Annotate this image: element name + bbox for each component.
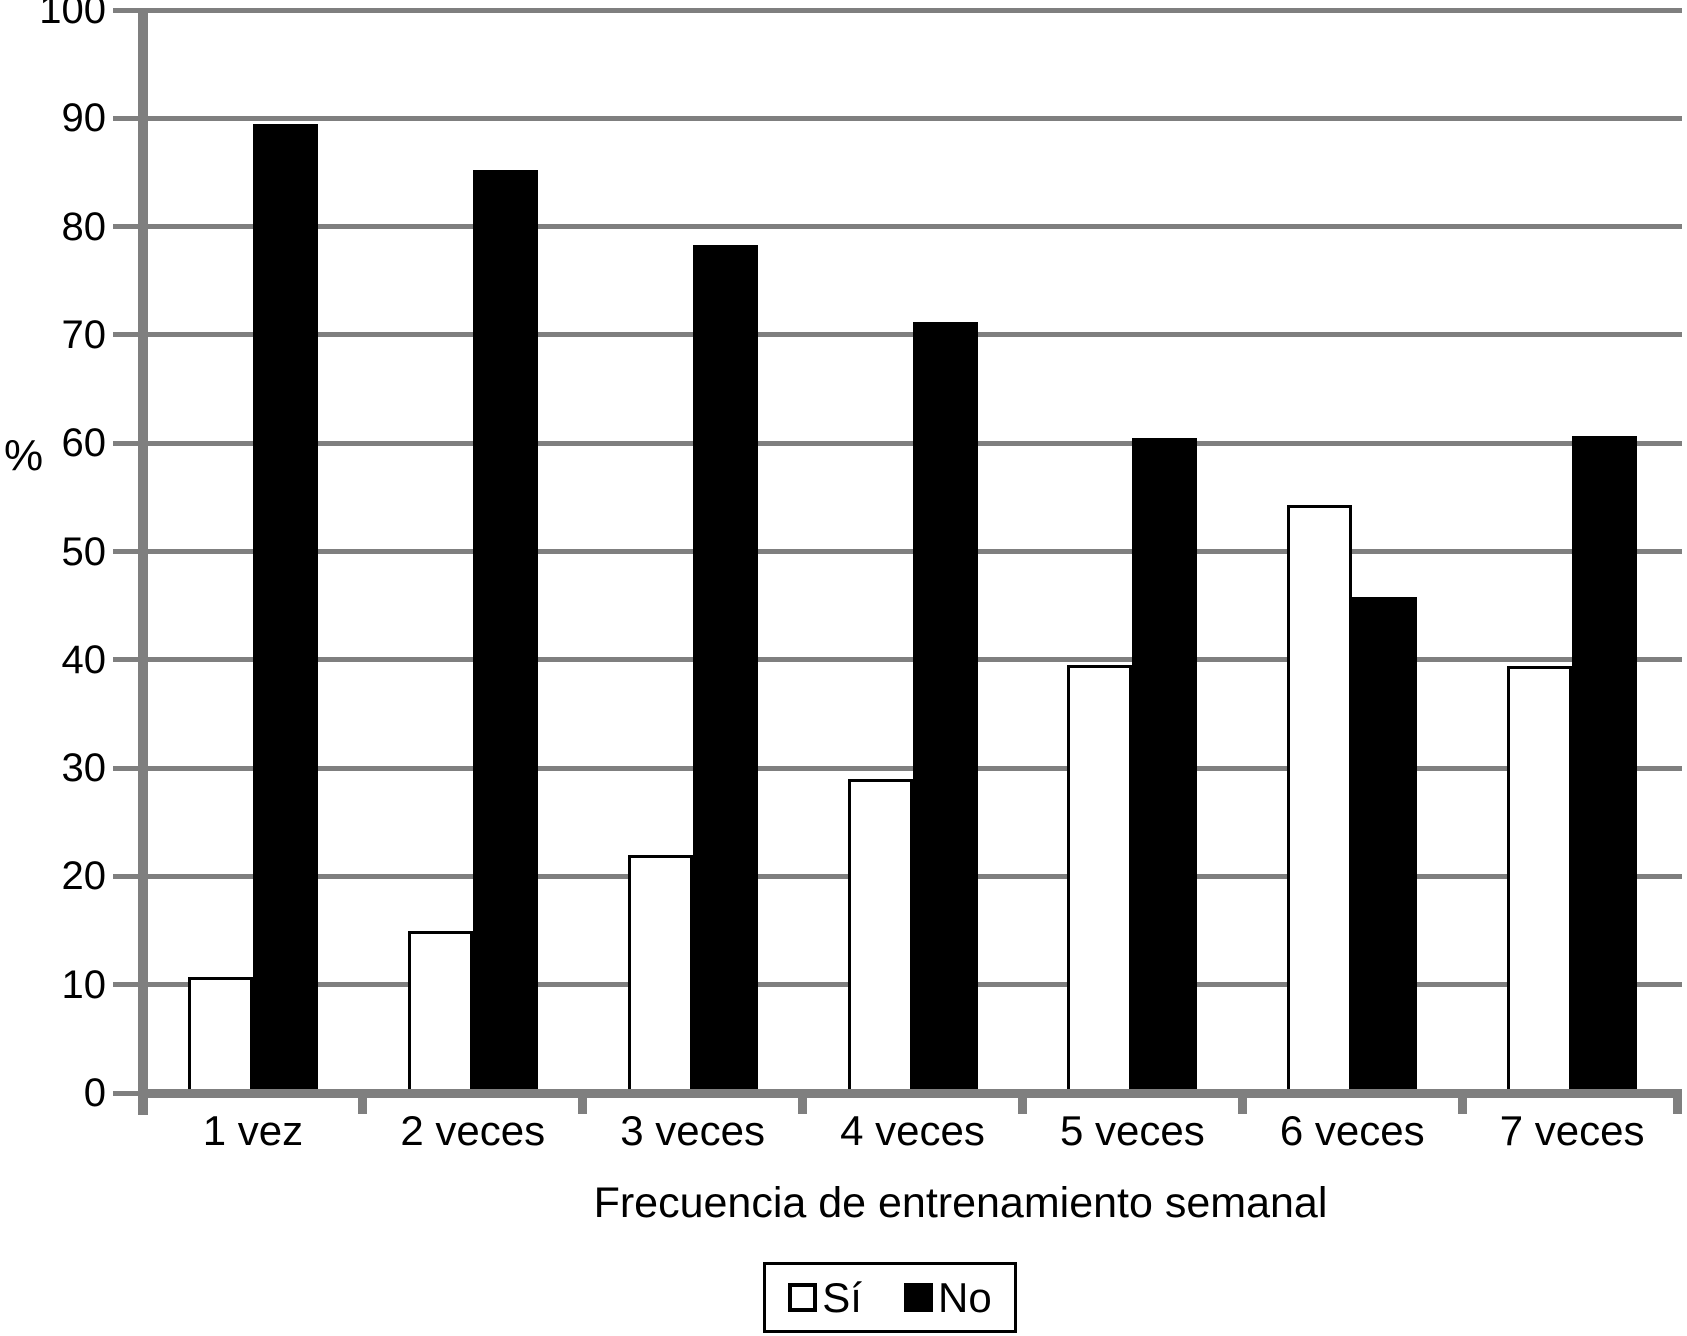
- gridline-80: [143, 224, 1682, 230]
- y-axis-line: [138, 8, 148, 1115]
- x-axis-tick: [358, 1097, 368, 1114]
- bar-si-4-veces: [847, 778, 913, 1093]
- x-axis-tick: [1673, 1097, 1682, 1114]
- bar-si-7-veces: [1507, 666, 1573, 1093]
- category-group-1-vez: [143, 10, 363, 1093]
- y-axis-tick: [113, 332, 139, 338]
- bar-si-1-vez: [187, 977, 253, 1093]
- x-axis-tick: [1237, 1097, 1247, 1114]
- category-group-7-veces: [1462, 10, 1682, 1093]
- bars-layer: [143, 10, 1682, 1093]
- x-axis-tick: [1017, 1097, 1027, 1114]
- y-axis-tick: [113, 549, 139, 554]
- bar-no-5-veces: [1132, 437, 1198, 1093]
- x-axis-line: [138, 1088, 1682, 1098]
- y-axis-tick: [113, 765, 139, 771]
- y-axis-tick: [113, 115, 139, 121]
- legend-swatch-no-icon: [903, 1283, 933, 1312]
- x-tick-label-6-veces: 6 veces: [1279, 1107, 1425, 1154]
- bar-no-7-veces: [1572, 435, 1638, 1093]
- legend-label-si: Sí: [822, 1273, 862, 1321]
- x-tick-label-1-vez: 1 vez: [202, 1107, 304, 1154]
- gridline-90: [143, 115, 1682, 121]
- y-tick-label-70: 70: [61, 312, 107, 357]
- x-axis-tick: [1457, 1097, 1467, 1114]
- y-tick-label-100: 100: [39, 0, 106, 32]
- bar-no-4-veces: [912, 321, 978, 1093]
- category-group-5-veces: [1022, 10, 1242, 1093]
- y-axis-tick: [113, 873, 139, 879]
- y-tick-label-60: 60: [61, 421, 107, 466]
- bar-no-2-veces: [472, 170, 538, 1093]
- category-group-4-veces: [803, 10, 1023, 1093]
- category-group-3-veces: [583, 10, 803, 1093]
- bar-si-3-veces: [627, 854, 693, 1093]
- legend-item-no: No: [903, 1273, 992, 1321]
- bar-no-6-veces: [1352, 597, 1418, 1093]
- bar-si-6-veces: [1287, 504, 1353, 1093]
- legend-swatch-si-icon: [788, 1283, 818, 1312]
- legend-label-no: No: [937, 1273, 992, 1321]
- legend-item-si: Sí: [788, 1273, 862, 1321]
- legend: Sí No: [763, 1262, 1017, 1333]
- y-axis-title: %: [4, 431, 44, 480]
- bar-no-3-veces: [692, 245, 758, 1093]
- x-axis-title: Frecuencia de entrenamiento semanal: [593, 1179, 1328, 1227]
- y-tick-label-90: 90: [61, 96, 107, 141]
- gridline-100: [143, 7, 1682, 13]
- x-tick-label-4-veces: 4 veces: [840, 1107, 985, 1154]
- plot-area: 0 10 20 30 40 50 60 70 80 90 100: [39, 0, 1682, 1115]
- bar-si-2-veces: [407, 930, 473, 1093]
- category-group-2-veces: [363, 10, 583, 1093]
- x-tick-label-2-veces: 2 veces: [400, 1107, 546, 1154]
- category-group-6-veces: [1242, 10, 1462, 1093]
- bar-no-1-vez: [252, 123, 318, 1093]
- y-axis-tick: [113, 224, 139, 230]
- y-axis-tick: [113, 440, 139, 446]
- x-axis-tick-labels: 1 vez 2 veces 3 veces 4 veces 5 veces 6 veces…: [143, 1106, 1682, 1156]
- x-tick-label-3-veces: 3 veces: [620, 1107, 766, 1154]
- y-tick-label-80: 80: [61, 204, 107, 249]
- y-tick-label-40: 40: [61, 637, 107, 682]
- y-tick-label-30: 30: [61, 746, 107, 791]
- y-axis-tick: [113, 1090, 139, 1096]
- y-axis-tick: [113, 982, 139, 988]
- y-axis-tick: [113, 657, 139, 663]
- y-axis-tick: [113, 7, 139, 13]
- x-axis-tick: [798, 1097, 808, 1114]
- x-tick-label-7-veces: 7 veces: [1499, 1107, 1645, 1154]
- y-tick-label-50: 50: [61, 529, 107, 574]
- y-tick-label-20: 20: [61, 854, 107, 899]
- y-tick-label-0: 0: [83, 1071, 106, 1115]
- bar-si-5-veces: [1067, 665, 1133, 1093]
- x-tick-label-5-veces: 5 veces: [1059, 1107, 1205, 1154]
- x-axis-tick: [578, 1097, 588, 1114]
- y-tick-label-10: 10: [61, 962, 107, 1007]
